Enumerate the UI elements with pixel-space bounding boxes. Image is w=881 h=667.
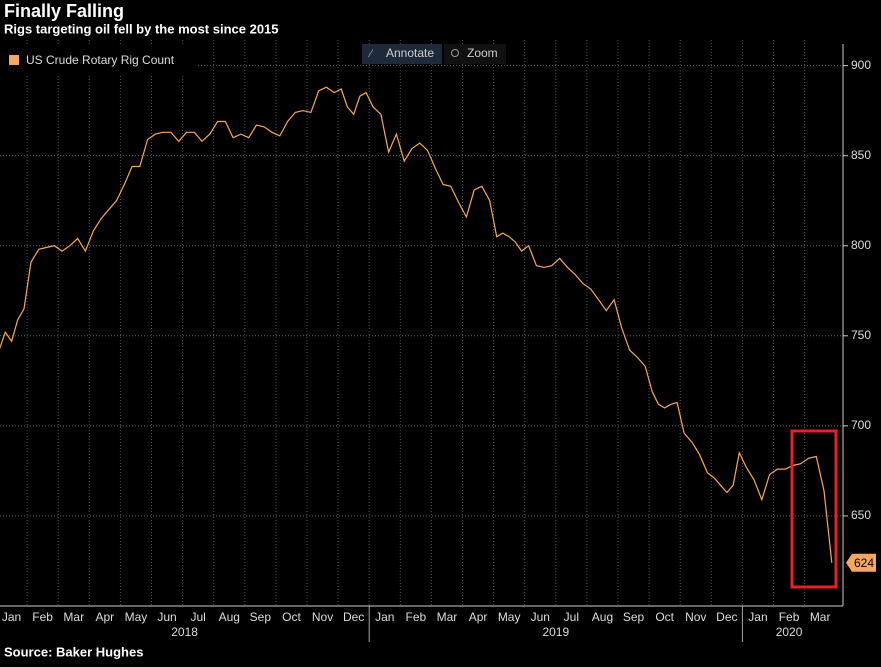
year-label: 2019 — [542, 625, 569, 639]
x-tick-label: Dec — [716, 610, 737, 624]
annotate-icon: ⁄ — [367, 48, 374, 60]
x-tick-label: Oct — [655, 610, 674, 624]
x-tick-label: Oct — [282, 610, 301, 624]
y-tick-label: 900 — [851, 58, 871, 72]
x-tick-label: Feb — [32, 610, 53, 624]
last-value-tag — [846, 553, 876, 572]
marks: 624 — [0, 86, 876, 572]
y-tick-label: 650 — [851, 508, 871, 522]
x-tick-label: Mar — [437, 610, 458, 624]
x-tick-label: May — [125, 610, 148, 624]
grid: 650 700 750 800 850 900 Jan Feb Mar Apr May Jun Jul A… — [0, 40, 871, 642]
legend-box — [0, 45, 196, 75]
x-tick-label: Mar — [63, 610, 84, 624]
source: Source: Baker Hughes — [4, 644, 143, 659]
x-tick-label: Jan — [2, 610, 21, 624]
x-tick-label: May — [498, 610, 521, 624]
x-tick-label: Dec — [343, 610, 364, 624]
x-tick-label: Feb — [779, 610, 800, 624]
legend-label: US Crude Rotary Rig Count — [26, 53, 175, 67]
zoom-button[interactable] — [444, 44, 506, 64]
y-tick-label: 750 — [851, 328, 871, 342]
x-tick-label: Sep — [250, 610, 272, 624]
x-tick-label: Nov — [312, 610, 333, 624]
x-tick-label: Jun — [531, 610, 550, 624]
x-tick-label: Jul — [190, 610, 205, 624]
highlight-box — [790, 429, 838, 589]
y-tick-label: 800 — [851, 238, 871, 252]
series-line — [0, 86, 833, 563]
legend-swatch — [9, 55, 19, 65]
x-tick-label: Jan — [748, 610, 767, 624]
x-tick-label: Apr — [469, 610, 488, 624]
zoom-label[interactable]: Zoom — [467, 46, 498, 60]
x-tick-label: Apr — [96, 610, 115, 624]
chart-subtitle: Rigs targeting oil fell by the most sinc… — [4, 21, 279, 36]
x-tick-label: Aug — [219, 610, 240, 624]
annotate-label[interactable]: Annotate — [386, 46, 434, 60]
x-tick-label: Jan — [375, 610, 394, 624]
year-label: 2020 — [776, 625, 803, 639]
x-tick-label: Sep — [623, 610, 645, 624]
y-tick-label: 850 — [851, 148, 871, 162]
x-tick-label: Nov — [685, 610, 706, 624]
x-tick-label: Aug — [592, 610, 613, 624]
y-tick-label: 700 — [851, 418, 871, 432]
x-tick-label: Mar — [810, 610, 831, 624]
zoom-icon — [451, 49, 459, 57]
x-tick-label: Jul — [564, 610, 579, 624]
last-value-label: 624 — [854, 556, 874, 570]
chart-title: Finally Falling — [4, 1, 124, 21]
annotate-button[interactable] — [362, 44, 442, 64]
x-tick-label: Feb — [406, 610, 427, 624]
year-label: 2018 — [171, 625, 198, 639]
x-tick-label: Jun — [157, 610, 176, 624]
